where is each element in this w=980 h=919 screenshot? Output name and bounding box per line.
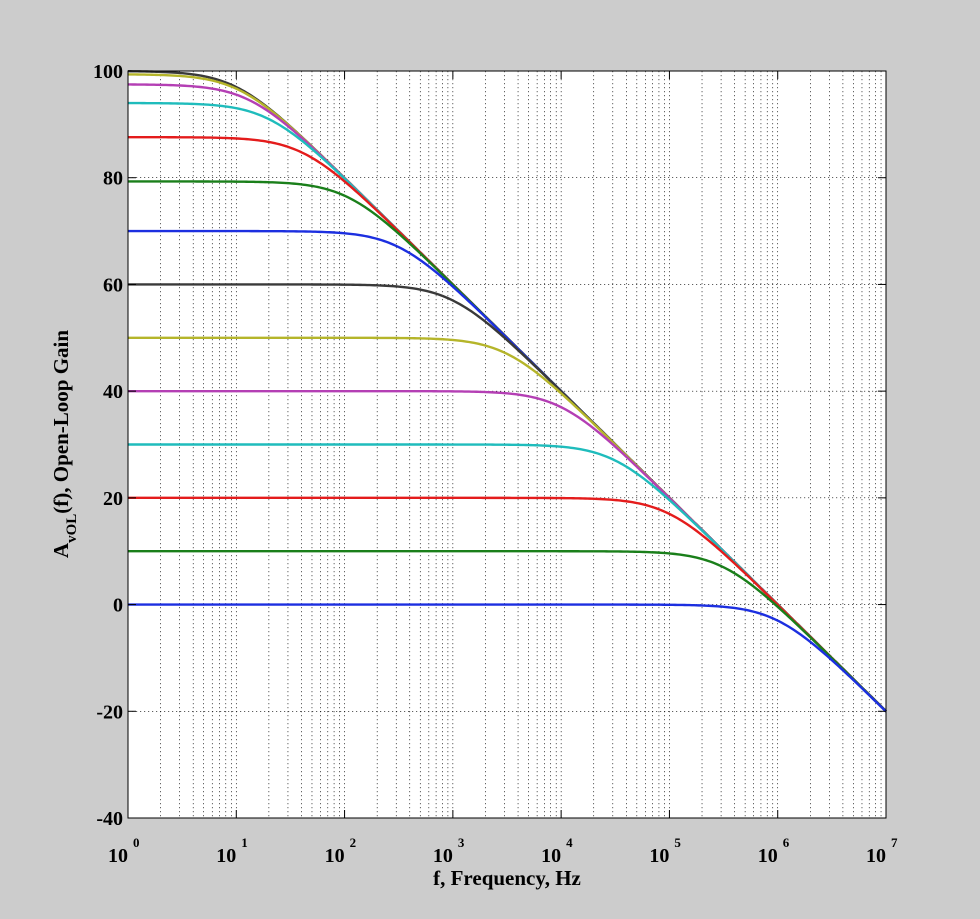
axis-ticks [127, 70, 887, 819]
x-tick-label: 100 [108, 835, 140, 867]
y-tick-label: 80 [103, 168, 123, 190]
grid [128, 71, 886, 818]
y-tick-label: -40 [96, 808, 123, 830]
y-tick-label: 40 [103, 381, 123, 403]
y-tick-label: 100 [93, 61, 123, 83]
plot-frame [127, 70, 887, 819]
x-tick-label: 103 [433, 835, 465, 867]
y-tick-label: 60 [103, 274, 123, 296]
series-layer [127, 70, 887, 713]
x-tick-label: 105 [649, 835, 681, 867]
series-line [128, 603, 887, 713]
series-line [128, 496, 887, 713]
y-axis-title: AvOL(f), Open-Loop Gain [49, 330, 80, 558]
x-tick-label: 107 [866, 835, 898, 867]
series-line [128, 550, 887, 713]
y-tick-label: 0 [113, 595, 123, 617]
x-tick-label: 104 [541, 835, 573, 867]
y-tick-labels: 100 80 60 40 20 0 -20 -40 [93, 61, 123, 830]
x-tick-label: 106 [758, 835, 790, 867]
y-tick-label: -20 [96, 701, 123, 723]
x-tick-labels: 100 101 102 103 104 105 106 107 [108, 835, 898, 867]
x-axis-title: f, Frequency, Hz [433, 866, 581, 890]
x-tick-label: 101 [216, 835, 248, 867]
x-tick-label: 102 [325, 835, 357, 867]
y-tick-label: 20 [103, 488, 123, 510]
